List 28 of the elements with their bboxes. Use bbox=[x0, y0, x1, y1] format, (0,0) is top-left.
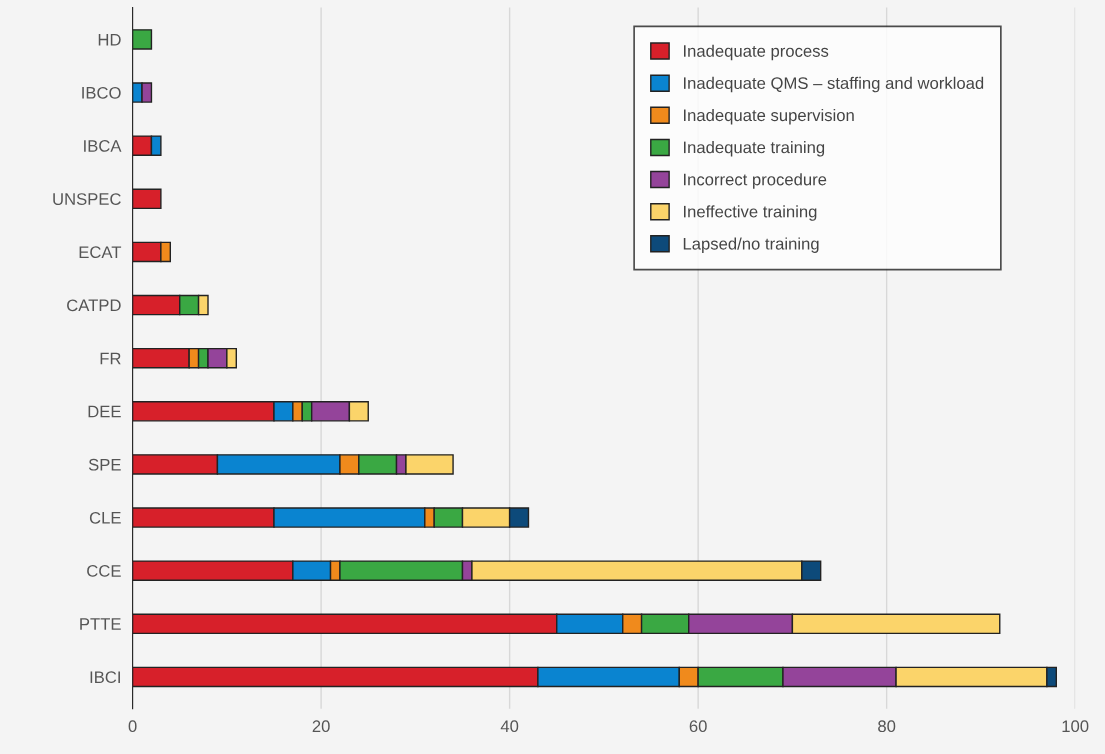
y-tick-label: UNSPEC bbox=[53, 193, 121, 205]
x-tick-label: 40 bbox=[500, 720, 519, 733]
legend-label: Inadequate training bbox=[684, 141, 825, 157]
y-tick-label: FR bbox=[100, 352, 121, 365]
x-tick-label: 80 bbox=[878, 720, 896, 733]
y-tick-label: HD bbox=[98, 33, 121, 46]
y-tick-label: SPE bbox=[88, 458, 121, 471]
y-tick-label: CLE bbox=[89, 511, 121, 524]
bar bbox=[132, 29, 153, 50]
legend-label: Ineffective training bbox=[684, 205, 817, 221]
y-tick-label: PTTE bbox=[80, 618, 121, 630]
legend-label: Lapsed/no training bbox=[683, 237, 819, 253]
x-tick-label: 100 bbox=[1062, 720, 1089, 733]
legend-label: Inadequate process bbox=[684, 44, 829, 61]
legend-label: Inadequate supervision bbox=[684, 108, 854, 125]
x-tick-label: 0 bbox=[128, 720, 137, 733]
y-tick-label: CATPD bbox=[67, 299, 121, 312]
legend-label: Incorrect procedure bbox=[684, 173, 827, 189]
x-tick-label: 20 bbox=[312, 720, 330, 733]
bar bbox=[132, 188, 162, 210]
x-tick-label: 60 bbox=[689, 720, 707, 733]
y-tick-label: IBCO bbox=[82, 86, 121, 99]
y-tick-label: ECAT bbox=[79, 246, 122, 259]
y-tick-label: IBCA bbox=[84, 140, 122, 152]
legend-label: Inadequate QMS – staffing and workload bbox=[684, 76, 984, 93]
y-tick-label: CCE bbox=[87, 565, 121, 577]
y-tick-label: DEE bbox=[88, 405, 121, 418]
y-tick-label: IBCI bbox=[90, 671, 120, 684]
